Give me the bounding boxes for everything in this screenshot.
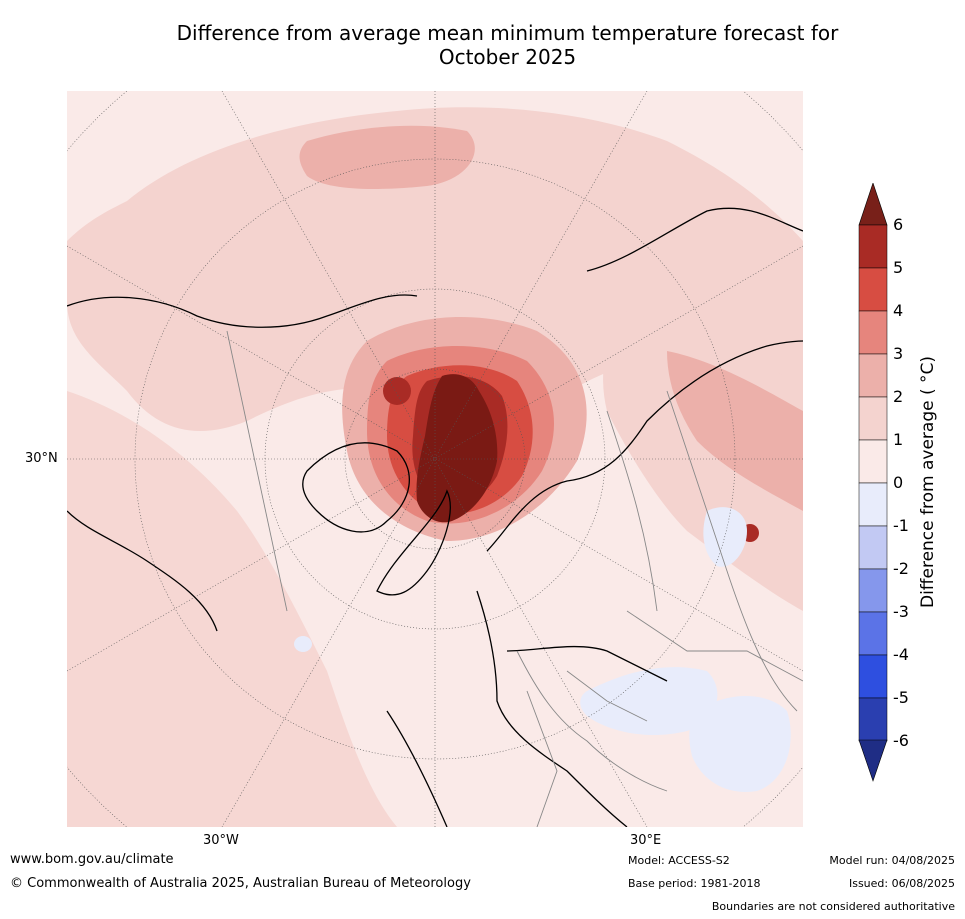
colorbar-tick-label: -2: [893, 559, 909, 578]
colorbar-under-triangle: [858, 739, 888, 782]
colorbar-tick-label: 3: [893, 344, 904, 363]
lat-label-30n: 30°N: [25, 451, 58, 466]
colorbar-tick-label: 5: [893, 258, 904, 277]
coastlines: [67, 207, 803, 827]
anomaly-region-negative-atlantic: [294, 636, 312, 652]
colorbar-band: [858, 697, 888, 742]
colorbar-band: [858, 353, 888, 398]
anomaly-hotspot-west-arctic: [383, 377, 411, 405]
colorbar-title: Difference from average ( °C): [918, 355, 938, 609]
footer-issued: Issued: 06/08/2025: [848, 877, 955, 890]
title-line-1: Difference from average mean minimum tem…: [176, 21, 839, 45]
colorbar-band: [858, 396, 888, 441]
colorbar-band: [858, 224, 888, 269]
anomaly-region-negative-central-asia: [689, 696, 791, 792]
footer-website: www.bom.gov.au/climate: [10, 852, 174, 867]
anomaly-region-negative-caspian: [580, 667, 718, 736]
country-boundaries: [226, 330, 803, 827]
colorbar-tick-label: -4: [893, 645, 909, 664]
colorbar-band: [858, 611, 888, 656]
lon-label-30e: 30°E: [630, 833, 662, 848]
colorbar: [858, 183, 888, 782]
colorbar-tick-label: 6: [893, 215, 904, 234]
colorbar-band: [858, 439, 888, 484]
title-line-2: October 2025: [438, 45, 577, 69]
colorbar-band: [858, 654, 888, 699]
colorbar-tick-label: -1: [893, 516, 909, 535]
colorbar-band: [858, 267, 888, 312]
colorbar-tick-label: 4: [893, 301, 904, 320]
footer-copyright: © Commonwealth of Australia 2025, Austra…: [10, 876, 471, 891]
colorbar-band: [858, 482, 888, 527]
chart-title: Difference from average mean minimum tem…: [60, 21, 955, 69]
anomaly-region-negative-siberia: [703, 507, 747, 567]
colorbar-tick-label: 0: [893, 473, 904, 492]
graticule: [67, 91, 803, 827]
footer-model-run: Model run: 04/08/2025: [829, 854, 955, 867]
colorbar-tick-label: -3: [893, 602, 909, 621]
anomaly-region-2-3-canada-north: [299, 125, 475, 189]
colorbar-over-triangle: [858, 183, 888, 226]
map-svg: [67, 91, 803, 827]
colorbar-band: [858, 525, 888, 570]
colorbar-band: [858, 310, 888, 355]
colorbar-tick-label: -5: [893, 688, 909, 707]
footer-model: Model: ACCESS-S2: [628, 854, 730, 867]
footer-base-period: Base period: 1981-2018: [628, 877, 761, 890]
anomaly-region-over-6-greenland-arctic: [416, 374, 498, 523]
colorbar-bands: [858, 224, 888, 742]
colorbar-tick-label: 2: [893, 387, 904, 406]
anomaly-region-1-2-atlantic: [67, 391, 397, 827]
colorbar-tick-label: -6: [893, 731, 909, 750]
lon-label-30w: 30°W: [203, 833, 239, 848]
colorbar-band: [858, 568, 888, 613]
colorbar-tick-label: 1: [893, 430, 904, 449]
footer-boundaries-note: Boundaries are not considered authoritat…: [711, 900, 955, 913]
anomaly-region-2-3-siberia: [667, 351, 803, 511]
polar-map: [67, 91, 803, 827]
